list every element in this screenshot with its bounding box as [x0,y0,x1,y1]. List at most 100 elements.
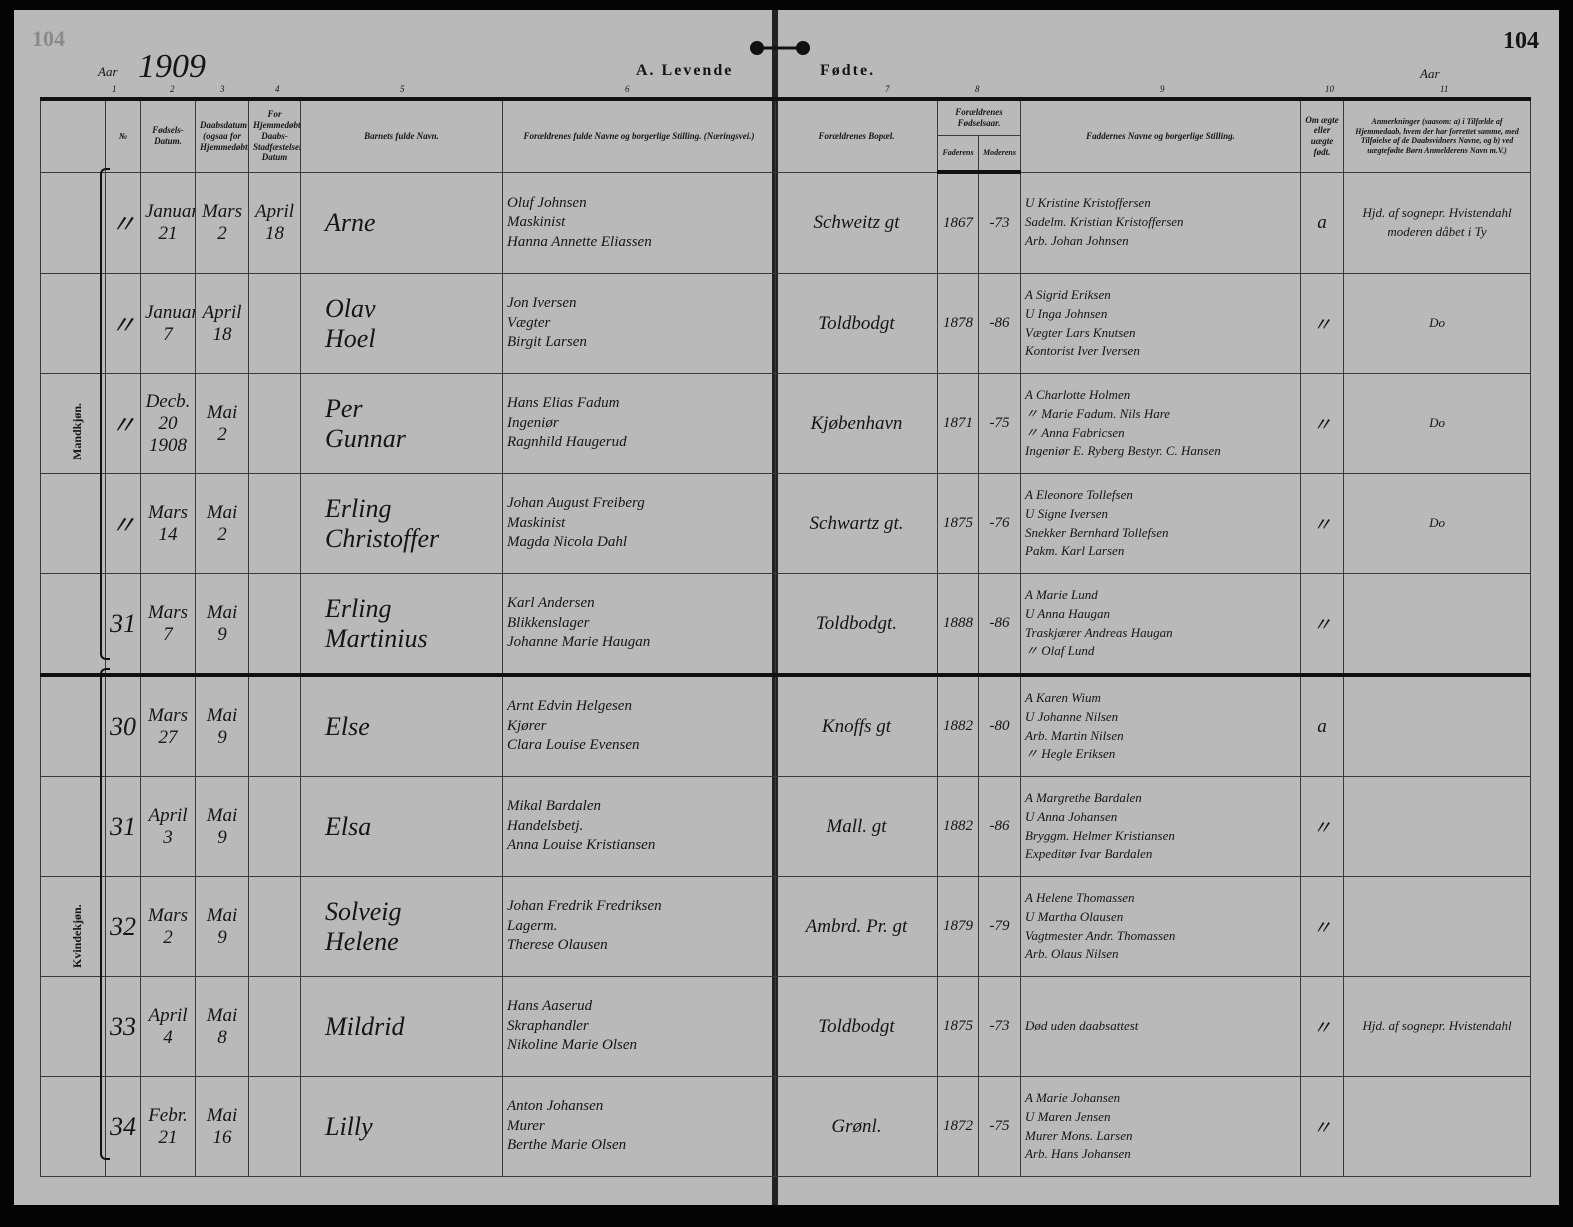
female-bracket [100,668,110,1160]
father-year-cell: 1875 [937,473,979,574]
group-label-female: Kvindekjøn. [70,904,84,968]
godparent-line: Expeditør Ivar Bardalen [1025,846,1153,862]
mother-year-cell: -80 [977,673,1022,777]
mother-year-cell: -75 [977,1076,1022,1177]
godparent-line: U Kristine Kristoffersen [1025,195,1151,211]
remarks-cell: Do [1343,473,1532,574]
parents-cell: Karl Andersen Blikkenslager Johanne Marie … [502,573,776,676]
godparent-line: Snekker Bernhard Tollefsen [1025,524,1169,540]
child-name-line: Gunnar [325,423,406,453]
birth-date-line: Mars [147,501,189,523]
godparent-line: Bryggm. Helmer Kristiansen [1025,827,1175,843]
father-year-cell: 1882 [937,673,979,777]
nr-cell: 31 [105,573,141,676]
parents-line: Lagerm. [507,917,558,934]
parents-line: Clara Louise Evensen [507,737,640,754]
father-birth-year: 1882 [943,817,973,834]
father-year-cell: 1878 [937,273,979,374]
baptism-date-line: Mai [206,401,238,423]
child-name-cell: Olav Hoel [300,273,503,374]
birth-date-cell: Mars 27 [140,673,196,777]
column-number: 4 [275,84,280,94]
remarks-cell: Hjd. af sognepr. Hvistendahl [1343,976,1532,1077]
godparents-cell: A Marie Lund U Anna Haugan Traskjærer Andr… [1020,573,1302,676]
baptism-date-cell: Mai 2 [195,473,249,574]
father-year-cell: 1867 [937,171,979,274]
group-cell [40,273,106,374]
baptism-date-line: Mai [206,601,238,623]
parents-cell: Hans Aaserud Skraphandler Nikoline Marie O… [502,976,776,1077]
remarks-cell: Do [1343,373,1532,474]
parents-cell: Arnt Edvin Helgesen Kjører Clara Louise Ev… [502,673,776,777]
legitimate-cell: a [1300,673,1345,777]
legitimacy-mark: 〃 [1312,1118,1332,1139]
child-name-line: Olav [325,293,376,323]
table-row: 33 April 4 Mai 8 Mildrid Hans Aaserud Skraphand… [40,976,1532,1077]
birth-date-line: 21 [158,222,178,244]
baptism-date-cell: Mai 16 [195,1076,249,1177]
residence: Schweitz gt [813,211,900,233]
remarks-cell [1343,573,1532,676]
baptism-date-line: 9 [217,926,227,948]
column-numbers: 1 2 3 4 5 6 7 8 9 10 11 [40,84,1530,96]
mother-birth-year: -75 [989,414,1010,431]
remarks: Do [1429,415,1445,431]
legitimate-cell: 〃 [1300,373,1345,474]
birth-date-line: Decb. 20 [145,390,191,434]
group-cell [40,976,106,1077]
parents-cell: Anton Johansen Murer Berthe Marie Olsen [502,1076,776,1177]
legitimacy-mark: 〃 [1312,415,1332,436]
godparent-line: A Charlotte Holmen [1025,386,1131,402]
child-name-cell: Else [300,673,503,777]
residence-cell: Schweitz gt [775,171,938,274]
table-row: 32 Mars 2 Mai 9 Solveig Helene Johan Fredrik Fr… [40,876,1532,977]
godparent-line: U Johanne Nilsen [1025,708,1119,724]
header-child-name: Barnets fulde Navn. [300,97,503,173]
baptism-date-line: Mai [206,501,238,523]
header-birth-years: Forældrenes Fødselsaar. [936,97,1022,136]
mother-year-cell: -76 [977,473,1022,574]
home-baptism-cell [248,273,301,374]
legitimacy-mark: 〃 [1312,918,1332,939]
faded-page-stamp: 104 [32,26,65,51]
nr-cell: 32 [105,876,141,977]
legitimate-cell: 〃 [1300,976,1345,1077]
birth-date-line: Mars [147,704,189,726]
godparent-line: Arb. Olaus Nilsen [1025,946,1119,962]
mother-birth-year: -86 [989,314,1010,331]
home-baptism-cell [248,776,301,877]
birth-date-line: 21 [158,1126,178,1148]
entry-number: 〃 [110,511,137,540]
header-home-baptized: For Hjemmedøbte: Daabs-Stadfæstelsens Da… [248,97,301,173]
legitimate-cell: 〃 [1300,573,1345,676]
birth-date-line: 14 [158,523,178,545]
legitimate-cell: 〃 [1300,876,1345,977]
residence: Grønl. [831,1115,882,1137]
birth-date-cell: Mars 14 [140,473,196,574]
birth-date-cell: Januar 7 [140,273,196,374]
male-bracket [100,168,110,660]
birth-date-cell: Januar 21 [140,171,196,274]
godparent-line: 〃 Marie Fadum. Nils Hare [1025,405,1171,421]
godparent-line: A Marie Johansen [1025,1089,1121,1105]
group-cell [40,776,106,877]
entry-number: 31 [110,608,136,638]
parents-line: Blikkenslager [507,614,590,631]
baptism-date-line: Mai [206,704,238,726]
legitimate-cell: 〃 [1300,473,1345,574]
godparent-line: Pakm. Karl Larsen [1025,543,1125,559]
page-number: 104 [1503,28,1539,54]
father-birth-year: 1875 [943,514,973,531]
mother-birth-year: -73 [989,214,1010,231]
godparents-cell: A Marie Johansen U Maren Jensen Murer Mons… [1020,1076,1302,1177]
godparents-cell: A Margrethe Bardalen U Anna Johansen Brygg… [1020,776,1302,877]
nr-cell: 30 [105,673,141,777]
group-cell [40,1076,106,1177]
header-residence: Forældrenes Bopæl. [775,97,938,173]
entry-number: 30 [110,711,136,741]
parents-line: Anna Louise Kristiansen [507,837,656,854]
parents-line: Oluf Johnsen [507,194,587,211]
residence: Kjøbenhavn [810,412,903,434]
column-number: 10 [1325,84,1334,94]
parents-cell: Oluf Johnsen Maskinist Hanna Annette Elias… [502,171,776,274]
